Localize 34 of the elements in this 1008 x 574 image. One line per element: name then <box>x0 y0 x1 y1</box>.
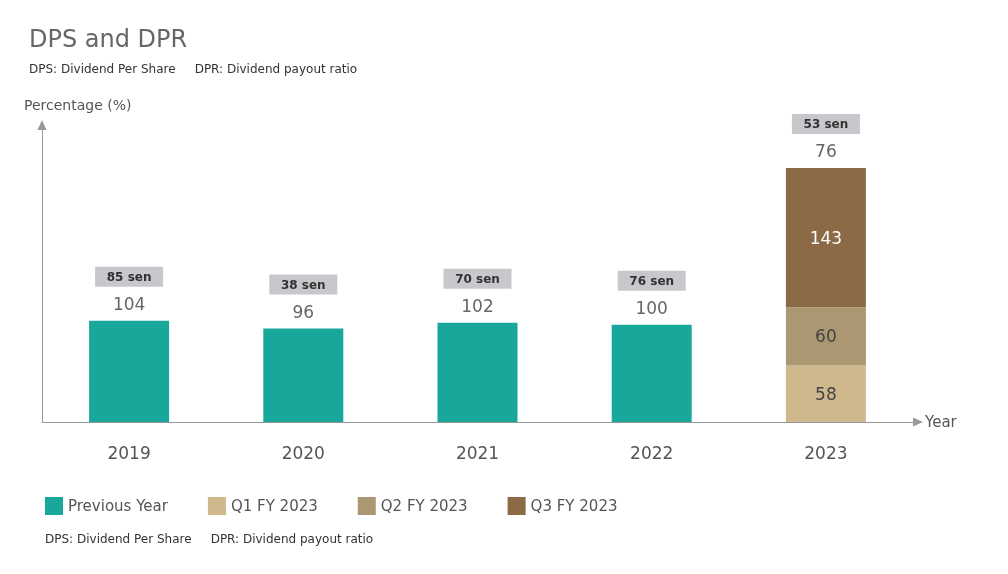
x-tick-label: 2021 <box>455 442 500 463</box>
y-axis-title: Percentage (%) <box>24 97 132 113</box>
annotation: 70 sen <box>455 271 500 286</box>
data-label: 100 <box>635 298 668 319</box>
annotation: 38 sen <box>280 277 326 292</box>
x-tick-label: 2023 <box>804 442 848 463</box>
bar <box>437 322 518 422</box>
x-tick-label: 2020 <box>281 442 325 463</box>
annotation: 53 sen <box>803 116 849 131</box>
annotation: 85 sen <box>106 269 152 284</box>
data-label: 96 <box>292 302 315 323</box>
data-label: 104 <box>112 294 146 315</box>
bar <box>263 328 344 422</box>
bar <box>785 365 866 422</box>
legend-label: Q1 FY 2023 <box>230 497 318 515</box>
data-label: 60 <box>815 326 837 347</box>
bar <box>785 307 866 366</box>
annotation: 76 sen <box>629 273 675 288</box>
data-label: 102 <box>461 296 494 317</box>
annotation: 76 <box>815 141 837 162</box>
bar <box>611 324 692 422</box>
chart-title: DPS and DPR <box>29 25 188 53</box>
legend-label: Q3 FY 2023 <box>530 497 618 515</box>
bar <box>89 320 170 422</box>
data-label: 58 <box>815 383 837 404</box>
x-tick-label: 2022 <box>630 442 674 463</box>
bar <box>785 167 866 308</box>
x-axis-title: Year <box>924 413 958 431</box>
legend-label: Q2 FY 2023 <box>380 497 468 515</box>
data-label: 143 <box>809 227 843 248</box>
chart-subtitle: DPS: Dividend Per Share DPR: Dividend payout ratio <box>29 62 358 76</box>
x-tick-label: 2019 <box>107 442 151 463</box>
legend-label: Previous Year <box>68 497 169 515</box>
text: DPS: Dividend Per Share DPR: Dividend payout ratio <box>45 532 374 546</box>
